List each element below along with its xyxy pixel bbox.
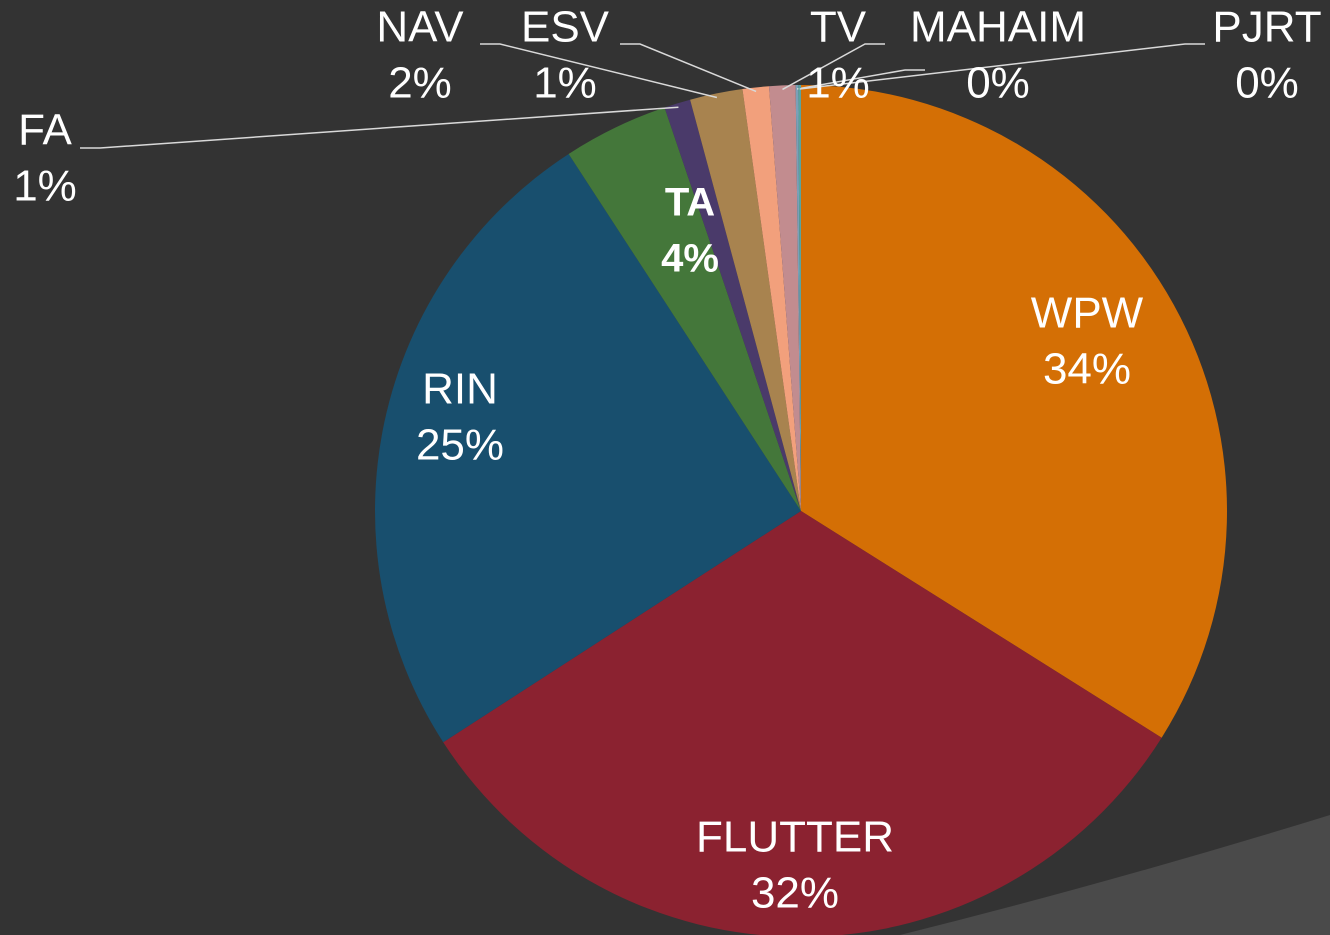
leader-line	[796, 69, 925, 90]
slice-label: FLUTTER	[696, 813, 894, 862]
leader-line	[799, 43, 1205, 90]
data-label: 0%	[1235, 59, 1299, 108]
pie-slice	[798, 85, 801, 511]
data-label: 1%	[13, 162, 77, 211]
data-label: 2%	[388, 59, 452, 108]
pie-slice	[795, 85, 801, 512]
slice-label: FA	[18, 106, 72, 155]
data-label: 0%	[966, 59, 1030, 108]
data-label: 4%	[661, 237, 719, 281]
leader-line	[620, 43, 757, 93]
data-label: 1%	[806, 59, 870, 108]
pie-slice	[690, 89, 801, 512]
slice-label: ESV	[521, 3, 610, 52]
leader-line	[480, 43, 718, 99]
pie-slice	[742, 86, 801, 512]
slice-label: TA	[665, 181, 715, 225]
slice-label: PJRT	[1212, 3, 1321, 52]
leader-line	[782, 43, 885, 91]
data-label: 25%	[416, 421, 504, 470]
data-label: 34%	[1043, 345, 1131, 394]
data-label: 1%	[533, 59, 597, 108]
pie-slice	[801, 85, 1227, 738]
pie-slice	[443, 511, 1162, 935]
decoration	[900, 815, 1330, 935]
data-label: 32%	[751, 869, 839, 918]
pie-slice	[768, 85, 801, 511]
pie-slice	[568, 107, 801, 511]
slice-label: NAV	[376, 3, 464, 52]
slice-label: RIN	[422, 365, 498, 414]
slice-label: TV	[810, 3, 867, 52]
slice-label: WPW	[1031, 289, 1144, 338]
leader-line	[80, 106, 679, 149]
pie-slice	[664, 99, 801, 511]
pie-slice	[374, 153, 801, 743]
slice-label: MAHAIM	[910, 3, 1086, 52]
